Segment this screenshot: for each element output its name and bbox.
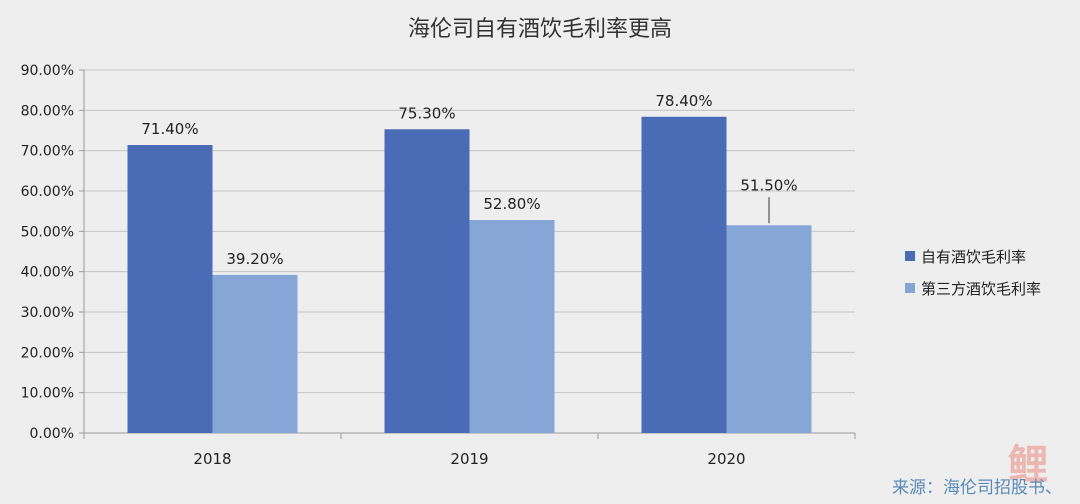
y-tick-label: 10.00% [21, 386, 74, 402]
y-tick-label: 60.00% [21, 184, 74, 200]
x-axis: 2018 2019 2020 [83, 433, 856, 468]
legend-swatch [905, 251, 915, 261]
legend-swatch [905, 283, 915, 293]
data-label: 71.40% [141, 120, 198, 138]
y-tick-label: 80.00% [21, 103, 74, 119]
data-label: 39.20% [226, 250, 283, 268]
data-label: 78.40% [655, 92, 712, 110]
bar [726, 225, 812, 433]
bar [384, 129, 470, 434]
bar [469, 220, 555, 433]
y-tick-label: 90.00% [21, 63, 74, 79]
bars: 71.40% 39.20% 75.30% 52.80% 78.40% 51.50% [127, 92, 812, 434]
x-tick-label: 2020 [707, 450, 745, 468]
legend-label: 自有酒饮毛利率 [921, 248, 1026, 266]
y-tick-label: 70.00% [21, 144, 74, 160]
data-label: 52.80% [483, 195, 540, 213]
y-axis: 0.00% 10.00% 20.00% 30.00% 40.00% 50.00% 60.00… [21, 63, 85, 442]
chart-title: 海伦司自有酒饮毛利率更高 [408, 17, 672, 42]
data-label: 51.50% [740, 176, 797, 194]
bar [641, 116, 727, 433]
y-tick-label: 40.00% [21, 265, 74, 281]
watermark-logo: 鲤 [1008, 442, 1050, 488]
x-tick-label: 2019 [450, 450, 488, 468]
y-tick-label: 30.00% [21, 305, 74, 321]
bar [212, 274, 298, 433]
source-note: 来源：海伦司招股书、 [892, 478, 1062, 498]
data-label: 75.30% [398, 104, 455, 122]
y-tick-label: 50.00% [21, 224, 74, 240]
y-tick-label: 0.00% [30, 426, 74, 442]
legend-label: 第三方酒饮毛利率 [921, 280, 1041, 298]
bar [127, 145, 213, 433]
x-tick-label: 2018 [193, 450, 231, 468]
y-tick-label: 20.00% [21, 345, 74, 361]
